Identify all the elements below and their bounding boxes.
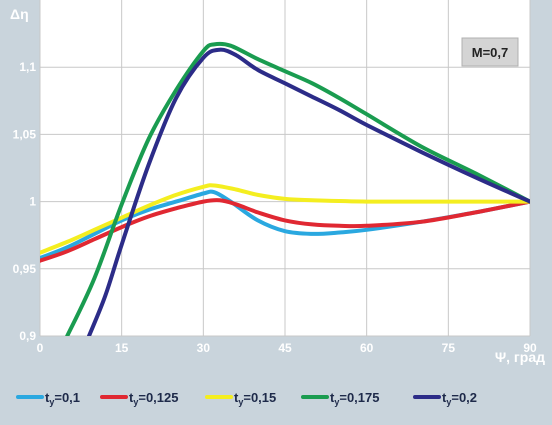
x-axis-label: Ψ, град	[495, 349, 545, 365]
y-tick-label: 1	[29, 195, 36, 209]
legend-item-0: tу=0,1	[16, 390, 80, 407]
series-line-3	[65, 41, 530, 336]
legend: tу=0,1 tу=0,125 tу=0,15 tу=0,175 tу=0,2	[16, 390, 477, 407]
legend-item-1: tу=0,125	[100, 390, 178, 407]
mach-annotation: M=0,7	[472, 45, 509, 60]
legend-item-4: tу=0,2	[413, 390, 477, 407]
y-tick-label: 1,1	[19, 60, 36, 74]
legend-item-2: tу=0,15	[205, 390, 276, 407]
legend-label-4: tу=0,2	[442, 390, 477, 407]
legend-item-3: tу=0,175	[301, 390, 379, 407]
series-lines	[40, 41, 530, 336]
legend-label-0: tу=0,1	[45, 390, 80, 407]
x-tick-label: 60	[360, 341, 374, 355]
series-line-4	[87, 47, 530, 336]
x-tick-label: 30	[197, 341, 211, 355]
mach-annotation-box: M=0,7	[461, 37, 519, 67]
x-tick-label: 45	[278, 341, 292, 355]
legend-label-1: tу=0,125	[129, 390, 178, 407]
x-tick-label: 75	[442, 341, 456, 355]
x-tick-label: 0	[37, 341, 44, 355]
x-tick-labels: 0 15 30 45 60 75 90	[37, 341, 537, 355]
y-tick-label: 0,95	[13, 262, 37, 276]
y-tick-label: 1,05	[13, 127, 37, 141]
legend-label-2: tу=0,15	[234, 390, 276, 407]
legend-label-3: tу=0,175	[330, 390, 379, 407]
series-line-2	[40, 183, 530, 255]
y-tick-labels: 0,9 0,95 1 1,05 1,1	[13, 60, 37, 343]
y-axis-label: Δη	[10, 6, 29, 22]
x-tick-label: 15	[115, 341, 129, 355]
y-tick-label: 0,9	[19, 329, 36, 343]
x-tick-label: 90	[523, 341, 537, 355]
